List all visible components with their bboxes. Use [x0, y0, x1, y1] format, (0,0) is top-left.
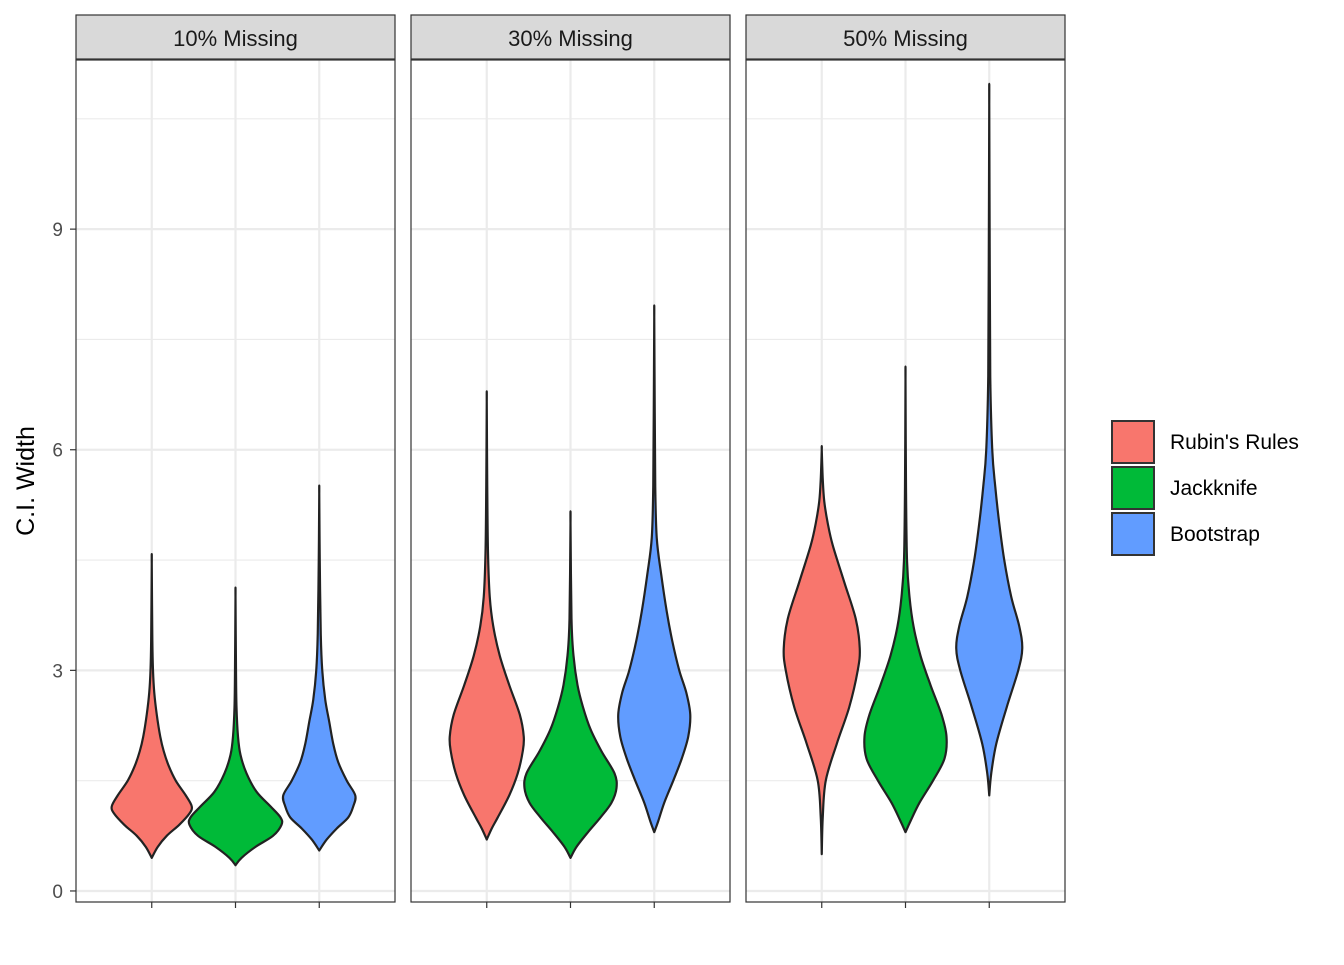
legend-key — [1111, 466, 1155, 510]
legend-key — [1111, 420, 1155, 464]
facet-strip-label: 50% Missing — [843, 26, 968, 51]
violin-bootstrap — [281, 484, 357, 852]
facet-strip-label: 10% Missing — [173, 26, 298, 51]
facet-strip — [745, 14, 1066, 60]
y-axis: 0 3 6 9 — [52, 220, 76, 903]
violin-jackknife — [863, 365, 948, 834]
violin-bootstrap — [955, 82, 1024, 797]
facet-strip — [410, 14, 731, 60]
legend: Rubin's Rules Jackknife Bootstrap — [1111, 420, 1299, 556]
y-tick-label: 0 — [52, 882, 63, 903]
violin-rubin-s-rules — [448, 390, 526, 841]
legend-key — [1111, 512, 1155, 556]
legend-label: Jackknife — [1170, 477, 1258, 500]
violin-jackknife — [187, 586, 284, 867]
facet-panel: 10% Missing — [75, 14, 396, 908]
violin-bootstrap — [617, 304, 692, 834]
violin-rubin-s-rules — [110, 552, 193, 859]
y-tick-label: 3 — [52, 661, 63, 682]
legend-label: Rubin's Rules — [1170, 431, 1299, 454]
facet-panel: 50% Missing — [745, 14, 1066, 908]
violin-jackknife — [523, 510, 618, 859]
y-tick-label: 6 — [52, 441, 63, 462]
y-axis-title: C.I. Width — [12, 426, 40, 536]
facet-panel: 30% Missing — [410, 14, 731, 908]
y-tick-label: 9 — [52, 220, 63, 241]
legend-label: Bootstrap — [1170, 523, 1260, 546]
facet-strip — [75, 14, 396, 60]
facet-strip-label: 30% Missing — [508, 26, 633, 51]
facet-panels: 10% Missing 30% Missing 50% Missing — [75, 14, 1066, 908]
violin-rubin-s-rules — [782, 444, 861, 856]
